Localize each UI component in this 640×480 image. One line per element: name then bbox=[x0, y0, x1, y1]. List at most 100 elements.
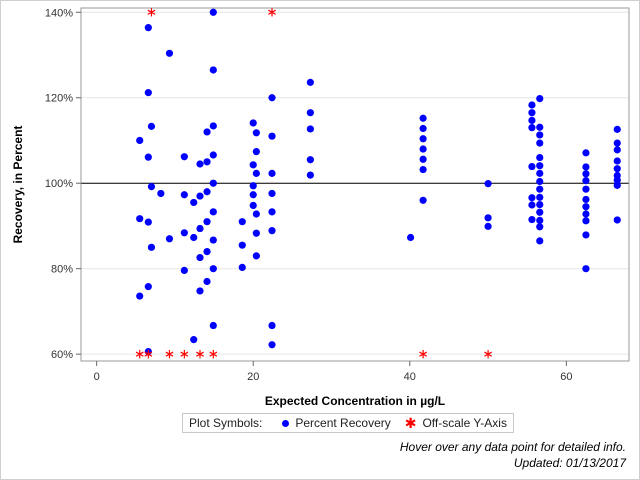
data-point[interactable] bbox=[528, 124, 536, 132]
data-point[interactable] bbox=[209, 179, 217, 187]
data-point[interactable] bbox=[203, 188, 211, 196]
data-point[interactable] bbox=[419, 165, 427, 174]
data-point[interactable] bbox=[144, 24, 152, 32]
data-point[interactable] bbox=[536, 208, 544, 216]
data-point[interactable] bbox=[249, 161, 257, 169]
off-scale-marker[interactable] bbox=[144, 349, 153, 359]
data-point[interactable] bbox=[268, 208, 276, 216]
data-point[interactable] bbox=[196, 287, 204, 295]
data-point[interactable] bbox=[268, 227, 276, 235]
data-point[interactable] bbox=[528, 162, 536, 171]
data-point[interactable] bbox=[306, 125, 314, 133]
data-point[interactable] bbox=[136, 136, 144, 145]
data-point[interactable] bbox=[249, 201, 257, 210]
off-scale-marker[interactable] bbox=[419, 349, 428, 359]
off-scale-marker[interactable] bbox=[165, 349, 174, 359]
data-point[interactable] bbox=[582, 170, 590, 178]
data-point[interactable] bbox=[157, 189, 165, 198]
data-point[interactable] bbox=[165, 235, 174, 243]
data-point[interactable] bbox=[180, 191, 188, 199]
data-point[interactable] bbox=[190, 198, 198, 207]
data-point[interactable] bbox=[528, 101, 536, 109]
data-point[interactable] bbox=[249, 191, 257, 199]
data-point[interactable] bbox=[180, 153, 188, 161]
data-point[interactable] bbox=[419, 114, 427, 122]
data-point[interactable] bbox=[238, 241, 246, 249]
data-point[interactable] bbox=[419, 155, 427, 163]
data-point[interactable] bbox=[203, 128, 211, 136]
data-point[interactable] bbox=[249, 182, 257, 190]
data-point[interactable] bbox=[613, 216, 621, 224]
off-scale-marker[interactable] bbox=[147, 8, 156, 17]
off-scale-marker[interactable] bbox=[209, 349, 218, 359]
data-point[interactable] bbox=[306, 78, 314, 86]
data-point[interactable] bbox=[536, 123, 544, 131]
data-point[interactable] bbox=[613, 181, 621, 189]
data-point[interactable] bbox=[613, 146, 621, 154]
data-point[interactable] bbox=[582, 203, 590, 211]
data-point[interactable] bbox=[144, 153, 152, 161]
data-point[interactable] bbox=[484, 180, 492, 188]
data-point[interactable] bbox=[582, 231, 590, 239]
data-point[interactable] bbox=[252, 252, 260, 260]
data-point[interactable] bbox=[268, 94, 276, 102]
data-point[interactable] bbox=[582, 265, 590, 273]
data-point[interactable] bbox=[536, 200, 544, 209]
data-point[interactable] bbox=[536, 177, 544, 186]
data-point[interactable] bbox=[268, 341, 276, 349]
data-point[interactable] bbox=[536, 223, 544, 231]
data-point[interactable] bbox=[582, 177, 590, 185]
data-point[interactable] bbox=[268, 169, 276, 177]
data-point[interactable] bbox=[613, 157, 621, 165]
data-point[interactable] bbox=[209, 208, 217, 216]
data-point[interactable] bbox=[528, 201, 536, 209]
data-point[interactable] bbox=[136, 215, 144, 223]
data-point[interactable] bbox=[180, 229, 188, 237]
data-point[interactable] bbox=[209, 122, 217, 130]
data-point[interactable] bbox=[252, 129, 260, 137]
data-point[interactable] bbox=[252, 169, 260, 177]
off-scale-marker[interactable] bbox=[135, 349, 144, 359]
data-point[interactable] bbox=[613, 176, 621, 184]
data-point[interactable] bbox=[252, 210, 260, 218]
data-point[interactable] bbox=[536, 169, 544, 177]
off-scale-marker[interactable] bbox=[484, 349, 493, 359]
data-point[interactable] bbox=[203, 277, 211, 286]
data-point[interactable] bbox=[203, 158, 211, 166]
data-point[interactable] bbox=[536, 95, 544, 103]
data-point[interactable] bbox=[136, 292, 144, 300]
data-point[interactable] bbox=[528, 116, 536, 124]
data-point[interactable] bbox=[203, 218, 211, 226]
data-point[interactable] bbox=[268, 132, 276, 140]
data-point[interactable] bbox=[209, 236, 217, 244]
data-point[interactable] bbox=[147, 243, 156, 251]
data-point[interactable] bbox=[268, 189, 276, 198]
data-point[interactable] bbox=[268, 321, 276, 330]
data-point[interactable] bbox=[536, 216, 544, 224]
data-point[interactable] bbox=[419, 124, 427, 133]
data-point[interactable] bbox=[196, 160, 204, 168]
data-point[interactable] bbox=[536, 131, 544, 139]
data-point[interactable] bbox=[238, 263, 246, 272]
data-point[interactable] bbox=[144, 89, 152, 97]
data-point[interactable] bbox=[419, 135, 427, 143]
data-point[interactable] bbox=[536, 193, 544, 201]
data-point[interactable] bbox=[147, 183, 156, 191]
data-point[interactable] bbox=[582, 185, 590, 193]
data-point[interactable] bbox=[613, 139, 621, 147]
data-point[interactable] bbox=[582, 163, 590, 171]
data-point[interactable] bbox=[406, 233, 415, 242]
data-point[interactable] bbox=[306, 156, 314, 164]
data-point[interactable] bbox=[306, 171, 314, 179]
data-point[interactable] bbox=[613, 165, 621, 173]
data-point[interactable] bbox=[209, 66, 217, 74]
data-point[interactable] bbox=[249, 119, 257, 127]
data-point[interactable] bbox=[209, 265, 217, 273]
data-point[interactable] bbox=[613, 125, 621, 133]
data-point[interactable] bbox=[536, 185, 544, 193]
data-point[interactable] bbox=[419, 145, 427, 153]
data-point[interactable] bbox=[252, 229, 260, 237]
data-point[interactable] bbox=[238, 218, 246, 226]
data-point[interactable] bbox=[306, 109, 314, 117]
data-point[interactable] bbox=[484, 222, 492, 230]
